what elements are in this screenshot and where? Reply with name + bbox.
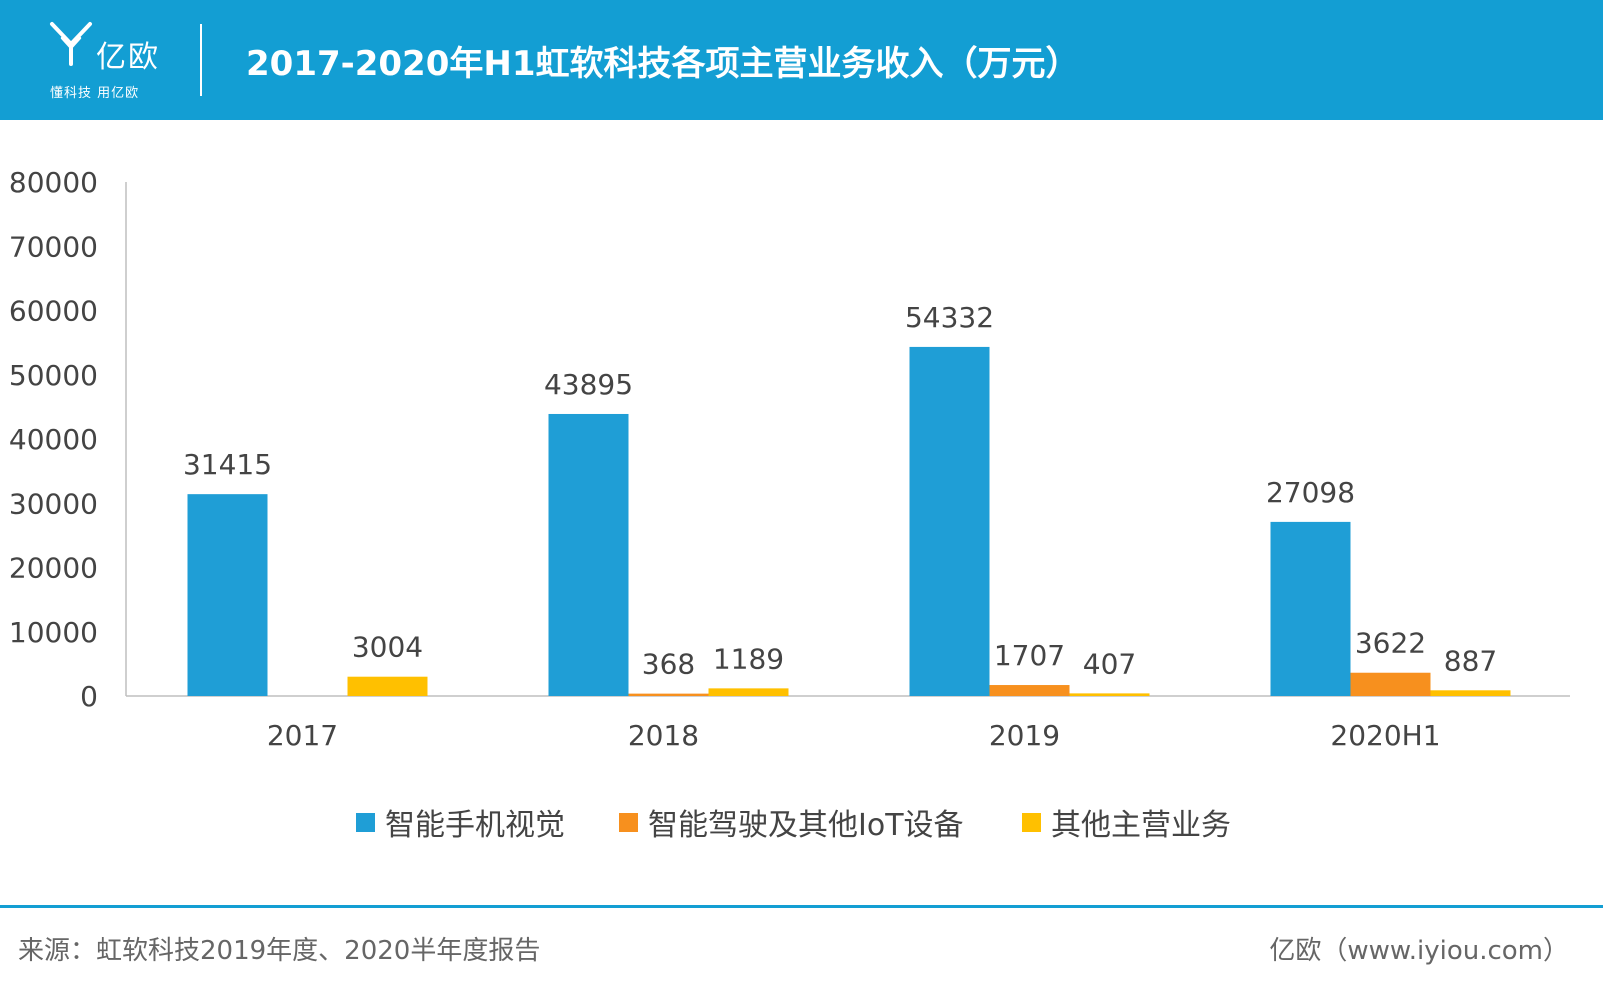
brand-logo: 亿欧 懂科技 用亿欧 [48, 18, 208, 104]
x-tick-label: 2020H1 [1330, 719, 1440, 752]
header-banner: 亿欧 懂科技 用亿欧 2017-2020年H1虹软科技各项主营业务收入（万元） [0, 0, 1603, 120]
bar-1 [989, 685, 1070, 696]
legend-swatch [619, 812, 638, 832]
y-tick-label: 60000 [9, 295, 98, 328]
data-label: 3004 [352, 631, 423, 664]
brand-slogan: 懂科技 用亿欧 [50, 86, 140, 101]
legend-item: 智能手机视觉 [356, 800, 565, 844]
y-tick-label: 20000 [9, 552, 98, 585]
legend-swatch [356, 812, 375, 832]
data-label: 1707 [994, 639, 1065, 672]
data-label: 54332 [905, 301, 994, 334]
y-tick-label: 10000 [9, 616, 98, 649]
y-tick-label: 0 [80, 680, 98, 713]
data-label: 407 [1083, 647, 1136, 680]
data-label: 31415 [183, 448, 272, 481]
legend-item: 智能驾驶及其他IoT设备 [619, 800, 964, 844]
footer-divider [0, 905, 1603, 908]
bar-1 [628, 693, 709, 696]
y-tick-label: 40000 [9, 423, 98, 456]
legend-label: 智能驾驶及其他IoT设备 [648, 808, 964, 843]
bar-1 [1350, 672, 1431, 696]
legend-label: 其他主营业务 [1051, 808, 1231, 843]
legend-swatch [1022, 812, 1041, 832]
bar-2 [708, 688, 789, 696]
bar-0 [548, 413, 629, 696]
y-tick-label: 70000 [9, 230, 98, 263]
bar-0 [909, 346, 990, 696]
brand-name: 亿欧 [96, 40, 160, 75]
data-label: 43895 [544, 368, 633, 401]
bar-2 [347, 676, 428, 696]
data-label: 27098 [1266, 476, 1355, 509]
legend-item: 其他主营业务 [1022, 800, 1231, 844]
page-title: 2017-2020年H1虹软科技各项主营业务收入（万元） [246, 44, 1080, 84]
data-label: 368 [642, 648, 695, 681]
data-label: 887 [1444, 644, 1497, 677]
bar-0 [1270, 521, 1351, 696]
bar-chart: 0 10000 20000 30000 40000 50000 60000 70000 8000… [9, 166, 1570, 752]
legend-label: 智能手机视觉 [385, 808, 565, 843]
yiou-logo-icon [50, 22, 92, 66]
bar-2 [1069, 693, 1150, 696]
x-tick-label: 2018 [628, 719, 699, 752]
bar-2 [1430, 690, 1511, 696]
chart-legend: 智能手机视觉 智能驾驶及其他IoT设备 其他主营业务 [0, 800, 1603, 844]
header-divider [200, 24, 202, 96]
data-label: 1189 [713, 642, 784, 675]
x-tick-label: 2019 [989, 719, 1060, 752]
site-credit: 亿欧（www.iyiou.com） [1269, 936, 1569, 966]
source-note: 来源：虹软科技2019年度、2020半年度报告 [18, 936, 541, 966]
x-tick-label: 2017 [267, 719, 338, 752]
y-tick-label: 50000 [9, 359, 98, 392]
data-label: 3622 [1355, 627, 1426, 660]
y-tick-label: 80000 [9, 166, 98, 199]
bar-0 [187, 494, 268, 696]
y-tick-label: 30000 [9, 487, 98, 520]
